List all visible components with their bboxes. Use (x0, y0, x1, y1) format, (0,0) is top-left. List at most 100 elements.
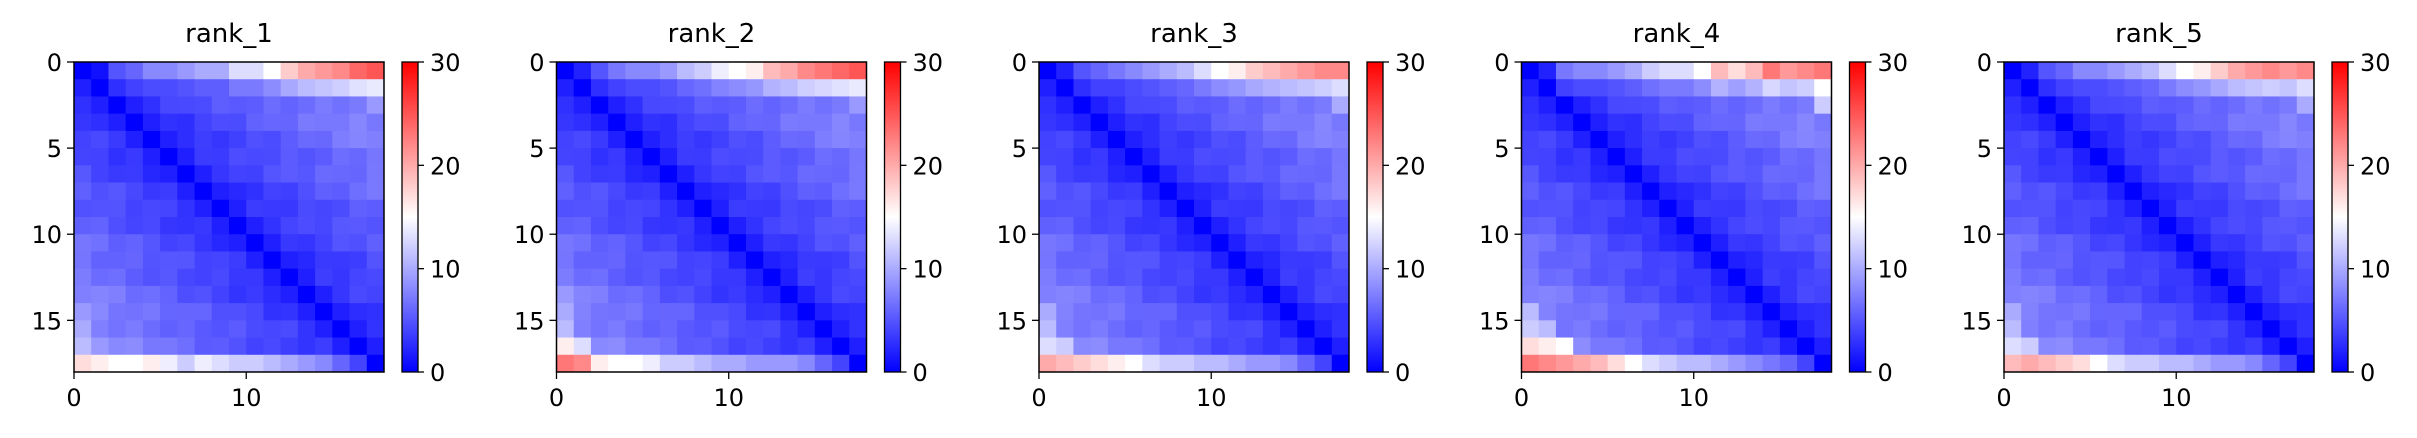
heatmap-cell (1039, 199, 1057, 218)
heatmap-cell (1176, 251, 1195, 270)
heatmap-cell (2210, 96, 2229, 115)
heatmap-cell (1728, 268, 1746, 287)
heatmap-cell (1624, 199, 1643, 218)
heatmap-cell (556, 62, 575, 80)
heatmap-cell (2193, 165, 2212, 183)
heatmap-cell (1262, 165, 1281, 183)
heatmap-cell (1125, 130, 1143, 149)
heatmap-cell (573, 337, 592, 356)
heatmap-cell (1280, 62, 1298, 80)
heatmap-cell (1573, 130, 1591, 149)
heatmap-cell (763, 354, 781, 373)
heatmap-cell (1142, 303, 1160, 321)
heatmap-cell (1176, 148, 1195, 166)
heatmap-cell (1745, 217, 1764, 235)
heatmap-cell (211, 62, 230, 80)
heatmap-cell (1090, 268, 1109, 287)
heatmap-cell (74, 113, 92, 132)
heatmap-cell (1228, 354, 1247, 373)
heatmap-cell (177, 320, 195, 338)
heatmap-cell (1297, 217, 1315, 235)
heatmap-cell (694, 354, 712, 373)
heatmap-cell (1280, 165, 1298, 183)
heatmap-cell (1194, 285, 1212, 304)
heatmap-cell (2193, 285, 2212, 304)
heatmap-cell (74, 251, 92, 270)
heatmap-cell (1814, 96, 1832, 115)
heatmap-cell (1245, 79, 1264, 97)
heatmap-cell (763, 217, 781, 235)
heatmap-cell (1745, 130, 1764, 149)
heatmap-cell (2141, 354, 2160, 373)
heatmap-cell (1676, 113, 1695, 132)
heatmap-cell (797, 234, 816, 252)
heatmap-cell (1710, 303, 1729, 321)
heatmap-cell (2124, 217, 2143, 235)
heatmap-cell (2141, 96, 2160, 115)
heatmap-cell (2038, 354, 2057, 373)
heatmap-cell (2021, 130, 2039, 149)
heatmap-cell (1573, 303, 1591, 321)
heatmap-cell (2141, 148, 2160, 166)
heatmap-cell (315, 285, 333, 304)
heatmap-cell (2176, 320, 2194, 338)
heatmap-cell (1228, 268, 1247, 287)
heatmap-cell (332, 303, 350, 321)
heatmap-cell (229, 182, 247, 201)
heatmap-cell (194, 320, 213, 338)
heatmap-cell (1073, 234, 1092, 252)
heatmap-cell (177, 182, 195, 201)
heatmap-cell (1125, 354, 1143, 373)
heatmap-cell (2176, 113, 2194, 132)
heatmap-cell (263, 251, 282, 270)
heatmap-cell (315, 251, 333, 270)
heatmap-cell (814, 234, 833, 252)
heatmap-cell (694, 303, 712, 321)
heatmap-cell (745, 234, 764, 252)
heatmap-cell (677, 62, 695, 80)
heatmap-cell (556, 251, 575, 270)
heatmap-cell (625, 337, 644, 356)
heatmap-cell (1228, 303, 1247, 321)
heatmap-cell (2038, 113, 2057, 132)
heatmap-cell (1107, 165, 1126, 183)
heatmap-cell (1659, 354, 1677, 373)
heatmap-cell (849, 199, 867, 218)
heatmap-cell (1245, 130, 1264, 149)
heatmap-cell (1779, 303, 1798, 321)
heatmap-cell (2090, 354, 2108, 373)
heatmap-cell (590, 130, 609, 149)
heatmap-cell (1538, 251, 1557, 270)
heatmap-cell (2055, 217, 2074, 235)
heatmap-cell (2262, 62, 2280, 80)
heatmap-cell (263, 354, 282, 373)
heatmap-cell (2296, 148, 2315, 166)
heatmap-cell (2055, 285, 2074, 304)
heatmap-cell (74, 217, 92, 235)
heatmap-cell (1073, 62, 1092, 80)
heatmap-cell (1090, 303, 1109, 321)
heatmap-cell (1676, 96, 1695, 115)
heatmap-cell (1142, 148, 1160, 166)
heatmap-cell (780, 148, 799, 166)
heatmap-cell (2055, 337, 2074, 356)
heatmap-cell (2193, 130, 2212, 149)
heatmap-cell (1710, 165, 1729, 183)
heatmap-cell (1693, 79, 1712, 97)
heatmap-cell (797, 354, 816, 373)
heatmap-cell (659, 234, 678, 252)
heatmap-cell (332, 113, 350, 132)
heatmap-cell (280, 303, 299, 321)
heatmap-cell (2124, 199, 2143, 218)
heatmap-cell (1642, 130, 1660, 149)
heatmap-cell (108, 130, 127, 149)
heatmap-cell (229, 285, 247, 304)
heatmap-cell (366, 199, 385, 218)
heatmap-cell (1538, 130, 1557, 149)
heatmap-cell (728, 130, 747, 149)
heatmap-cell (573, 199, 592, 218)
heatmap-cell (1280, 96, 1298, 115)
heatmap-cell (1056, 148, 1074, 166)
heatmap-cell (2090, 234, 2108, 252)
heatmap-cell (1297, 251, 1315, 270)
